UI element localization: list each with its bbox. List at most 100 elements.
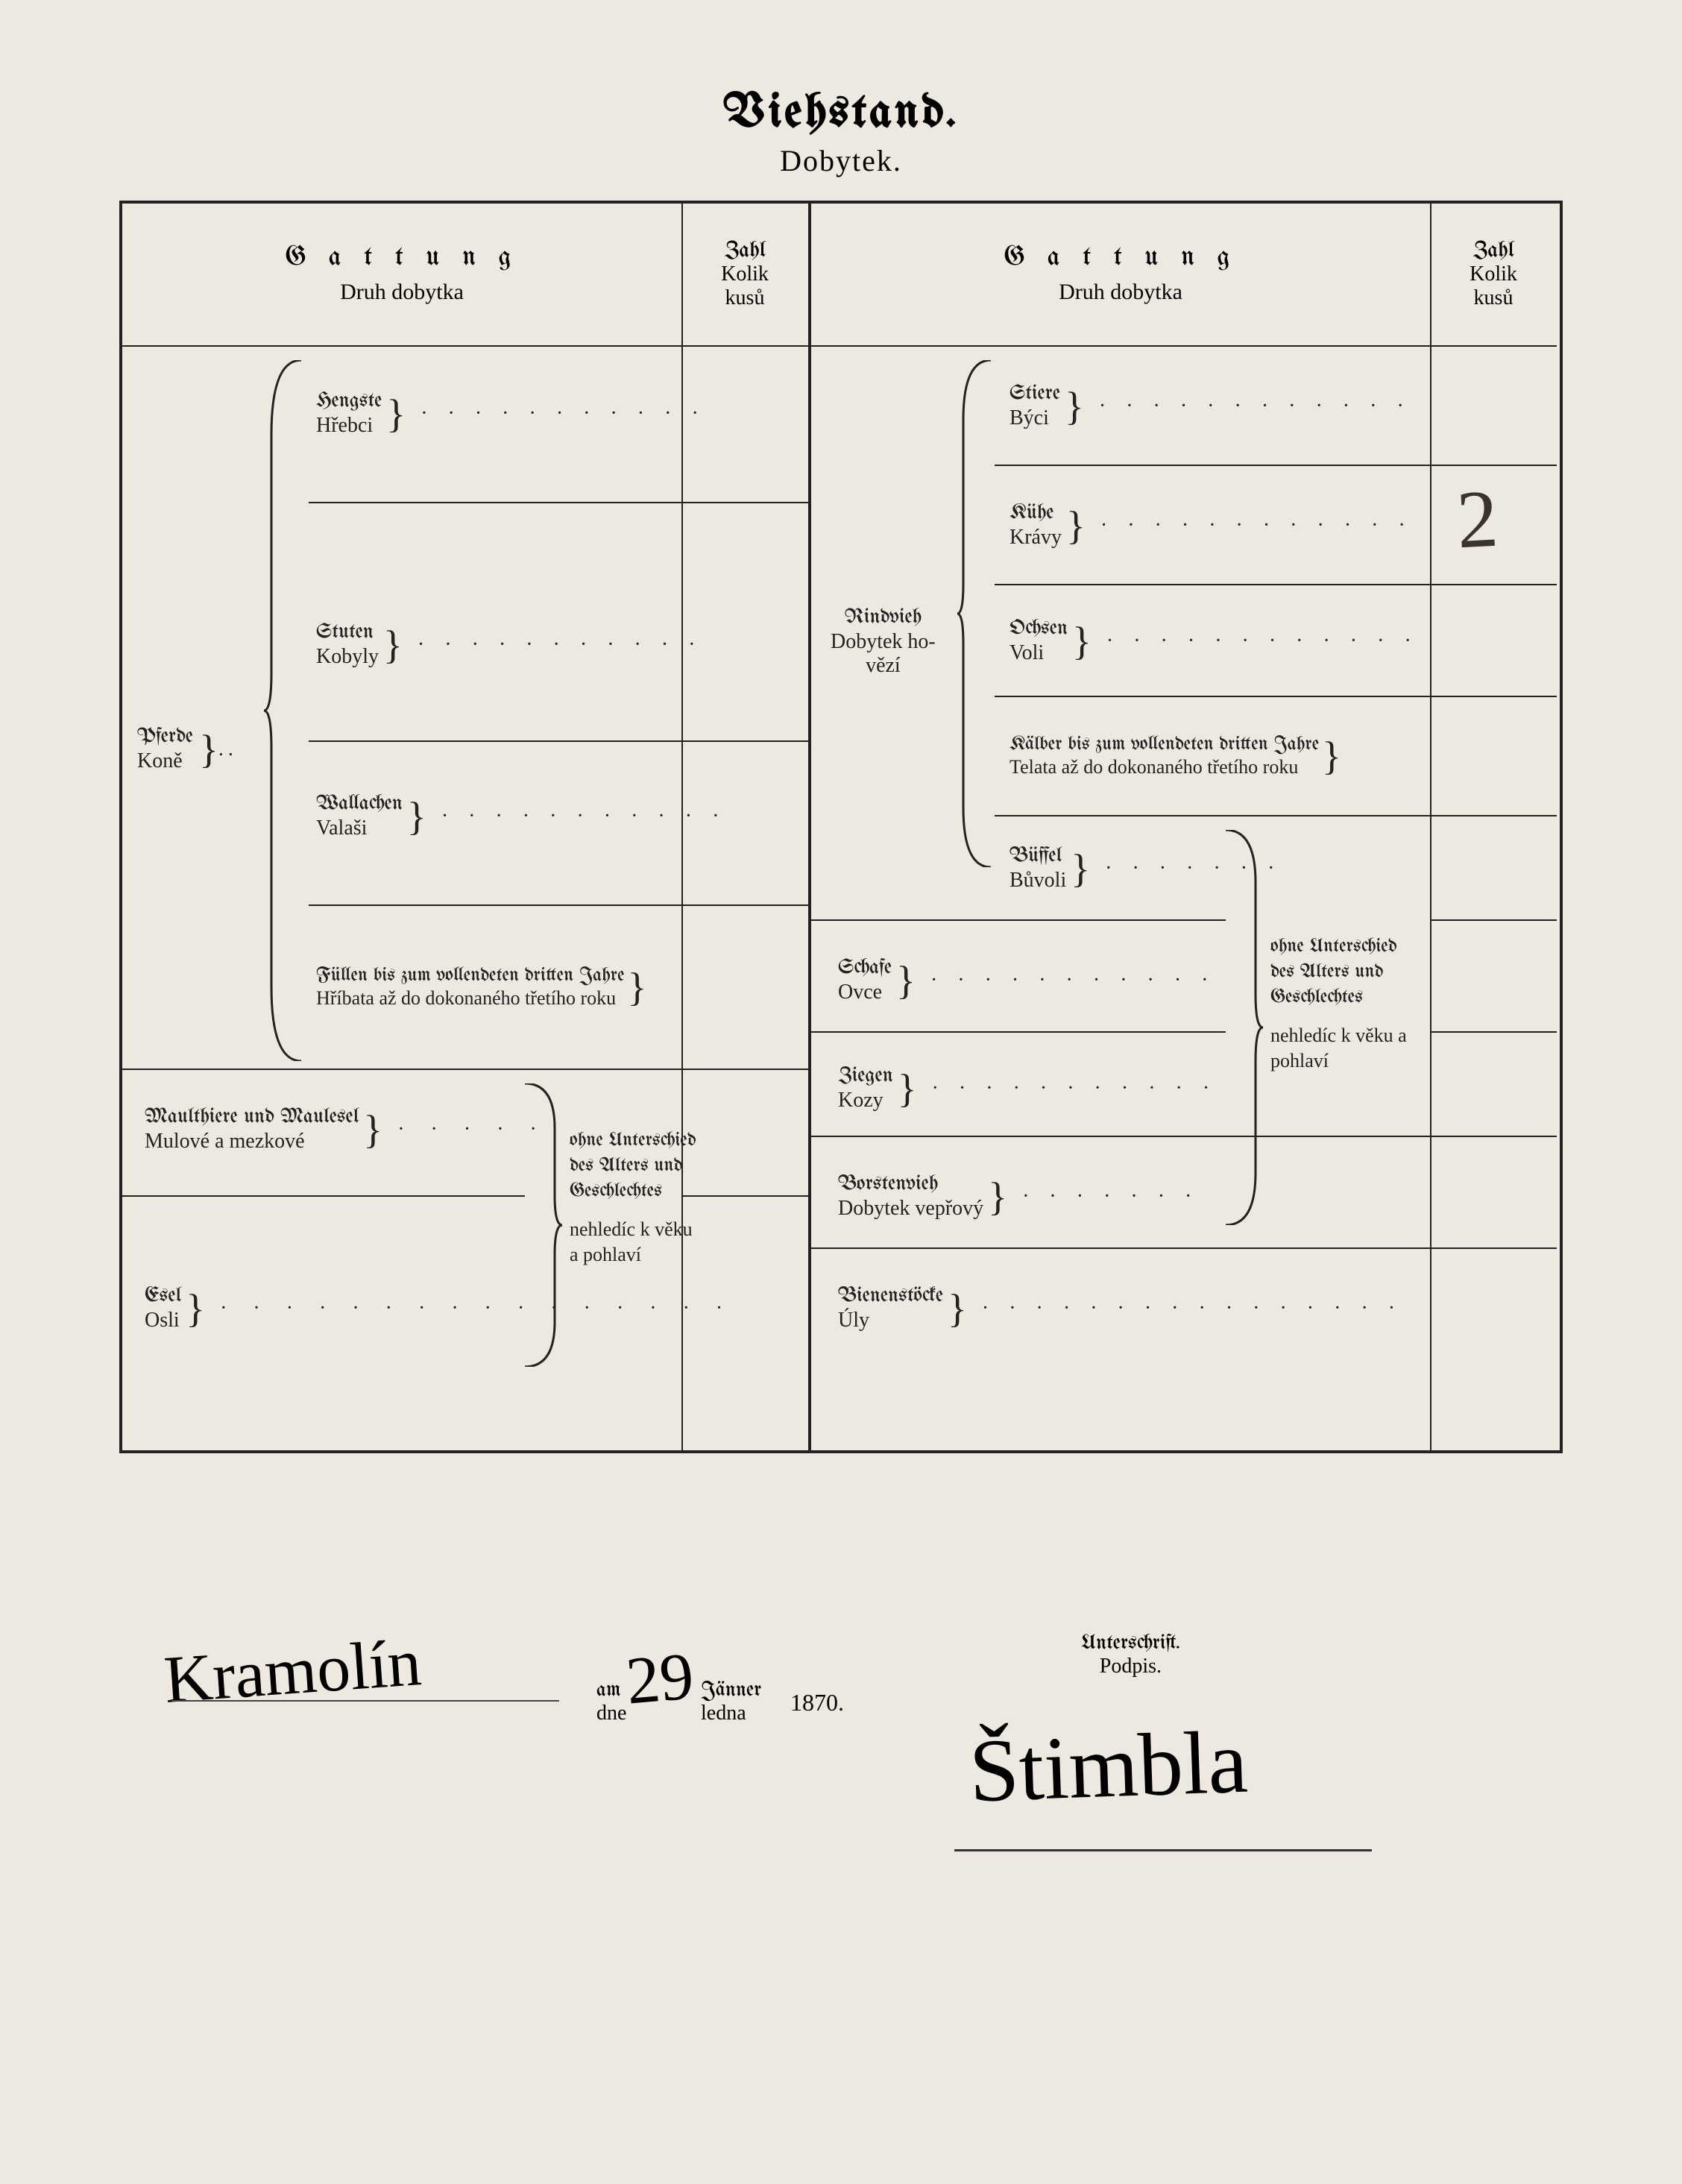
- row-stuten: StutenKobyly }· · · · · · · · · · ·: [316, 621, 703, 669]
- label: Stuten: [316, 621, 379, 645]
- hline: [309, 740, 681, 742]
- label: Bienenstöcke: [838, 1285, 943, 1309]
- row-ziegen: ZiegenKozy }· · · · · · · · · · ·: [838, 1065, 1217, 1113]
- hline: [122, 1069, 808, 1070]
- hdr-text: Zahl: [724, 239, 765, 262]
- label: Osli: [145, 1309, 181, 1332]
- label: Úly: [838, 1309, 943, 1332]
- dots: · · · · · · ·: [1007, 1185, 1199, 1209]
- signature-label: Unterschrift. Podpis.: [1081, 1633, 1180, 1678]
- label: Koně: [137, 749, 193, 773]
- row-ochsen: OchsenVoli }· · · · · · · · · · · ·: [1009, 617, 1419, 665]
- label: Kälber bis zum vollendeten dritten Jahre: [1009, 734, 1319, 756]
- vrule: [808, 345, 811, 1450]
- label: Schafe: [838, 957, 892, 981]
- label: Kühe: [1009, 502, 1062, 526]
- title-main: Viehstand.: [119, 89, 1563, 139]
- label: ledna: [701, 1702, 746, 1725]
- hline: [995, 465, 1430, 466]
- signature-handwritten: Štimbla: [968, 1711, 1250, 1823]
- row-stiere: StiereBýci }· · · · · · · · · · · ·: [1009, 383, 1411, 430]
- dots: · · · · · · · · · · ·: [917, 1077, 1218, 1101]
- note-left: ohne Unterschied des Alters und Geschlec…: [570, 1128, 704, 1268]
- dots: · · · · ·: [382, 1118, 547, 1142]
- row-fuellen: Füllen bis zum vollendeten dritten Jahre…: [316, 964, 674, 1010]
- label: Büffel: [1009, 845, 1066, 869]
- label: Ochsen: [1009, 617, 1068, 641]
- hline: [1430, 815, 1557, 816]
- label: Telata až do dokonaného třetího roku: [1009, 756, 1319, 778]
- hline: [681, 904, 808, 906]
- label: Bůvoli: [1009, 869, 1066, 893]
- document-page: Viehstand. Dobytek. G a t t u n g Druh d…: [0, 0, 1682, 2184]
- label: Mulové a mezkové: [145, 1130, 359, 1154]
- label: dne: [596, 1702, 626, 1725]
- label: Hřebci: [316, 414, 382, 438]
- hline: [811, 1031, 1226, 1033]
- group-rindvieh: Rindvieh Dobytek ho- vězí: [831, 606, 957, 679]
- year: 1870.: [790, 1689, 844, 1716]
- hdr-text: kusů: [1474, 286, 1514, 310]
- row-esel: EselOsli }· · · · · · · · · · · · · · · …: [145, 1285, 733, 1332]
- dots: · · · · · · · · · · · ·: [1092, 629, 1419, 653]
- row-hengste: HengsteHřebci }· · · · · · · · · · ·: [316, 390, 706, 438]
- label: Dobytek vepřový: [838, 1197, 983, 1221]
- label: nehledíc k věku a pohlaví: [570, 1217, 704, 1268]
- hdr-text: G a t t u n g: [286, 245, 519, 272]
- label: Kozy: [838, 1089, 893, 1113]
- label: Dobytek ho- vězí: [831, 630, 936, 678]
- brace-icon: [525, 1083, 562, 1367]
- hline: [681, 502, 808, 503]
- label: Krávy: [1009, 526, 1062, 550]
- label: Kobyly: [316, 645, 379, 669]
- row-schafe: SchafeOvce }· · · · · · · · · · ·: [838, 957, 1216, 1004]
- hdr-text: kusů: [725, 286, 765, 310]
- hdr-zahl-left: Zahl Kolik kusů: [681, 204, 811, 347]
- hdr-text: Druh dobytka: [1059, 280, 1182, 305]
- hline: [1430, 1136, 1557, 1137]
- row-maulthiere: Maulthiere und MauleselMulové a mezkové …: [145, 1106, 547, 1154]
- hline: [309, 904, 681, 906]
- hline: [811, 1136, 1430, 1137]
- hline: [1430, 696, 1557, 697]
- hline: [995, 815, 1430, 816]
- hline: [309, 502, 681, 503]
- month-block: Jänner ledna: [701, 1678, 761, 1725]
- brace-icon: [957, 360, 995, 867]
- row-borsten: BorstenviehDobytek vepřový }· · · · · · …: [838, 1173, 1199, 1221]
- label: Podpis.: [1081, 1655, 1180, 1678]
- label: nehledíc k věku a pohlaví: [1270, 1023, 1420, 1074]
- hline: [811, 1247, 1557, 1249]
- label: ohne Unterschied des Alters und Geschlec…: [1270, 934, 1420, 1010]
- hdr-text: Kolik: [1470, 262, 1517, 286]
- day-handwritten: 29: [623, 1637, 697, 1719]
- label: Stiere: [1009, 383, 1060, 406]
- hline: [1430, 465, 1557, 466]
- label: Hříbata až do dokonaného třetího roku: [316, 987, 625, 1010]
- label: Pferde: [137, 726, 193, 749]
- dots: · · · · · · · · · · · · · · · ·: [205, 1297, 733, 1321]
- hdr-text: Kolik: [721, 262, 769, 286]
- hdr-gattung-right: G a t t u n g Druh dobytka: [811, 204, 1431, 347]
- signature-underline: [954, 1849, 1372, 1851]
- hline: [995, 584, 1430, 585]
- footer: Kramolín am dne 29 Jänner ledna 1870. Un…: [149, 1626, 1491, 1998]
- label: Ziegen: [838, 1065, 893, 1089]
- label: Ovce: [838, 981, 892, 1004]
- group-pferde: Pferde Koně } ..: [137, 726, 249, 773]
- note-right: ohne Unterschied des Alters und Geschlec…: [1270, 934, 1420, 1074]
- row-kaelber: Kälber bis zum vollendeten dritten Jahre…: [1009, 733, 1412, 779]
- title-sub: Dobytek.: [119, 143, 1563, 178]
- livestock-table: G a t t u n g Druh dobytka Zahl Kolik ku…: [119, 201, 1563, 1453]
- hline: [681, 740, 808, 742]
- dots: · · · · · · · · · · ·: [406, 402, 706, 426]
- vrule: [1430, 345, 1431, 1450]
- row-kuehe: KüheKrávy }· · · · · · · · · · · ·: [1009, 502, 1413, 550]
- hdr-text: Zahl: [1472, 239, 1514, 262]
- row-bienen: BienenstöckeÚly }· · · · · · · · · · · ·…: [838, 1285, 1402, 1332]
- row-wallachen: WallachenValaši }· · · · · · · · · · ·: [316, 793, 726, 840]
- dots: · · · · · · · · · · · ·: [1086, 514, 1413, 538]
- dots: · · · · · · · · · · · ·: [1084, 394, 1411, 418]
- label: Rindvieh: [831, 606, 936, 630]
- dots: · · · · · · · · · · ·: [916, 969, 1216, 992]
